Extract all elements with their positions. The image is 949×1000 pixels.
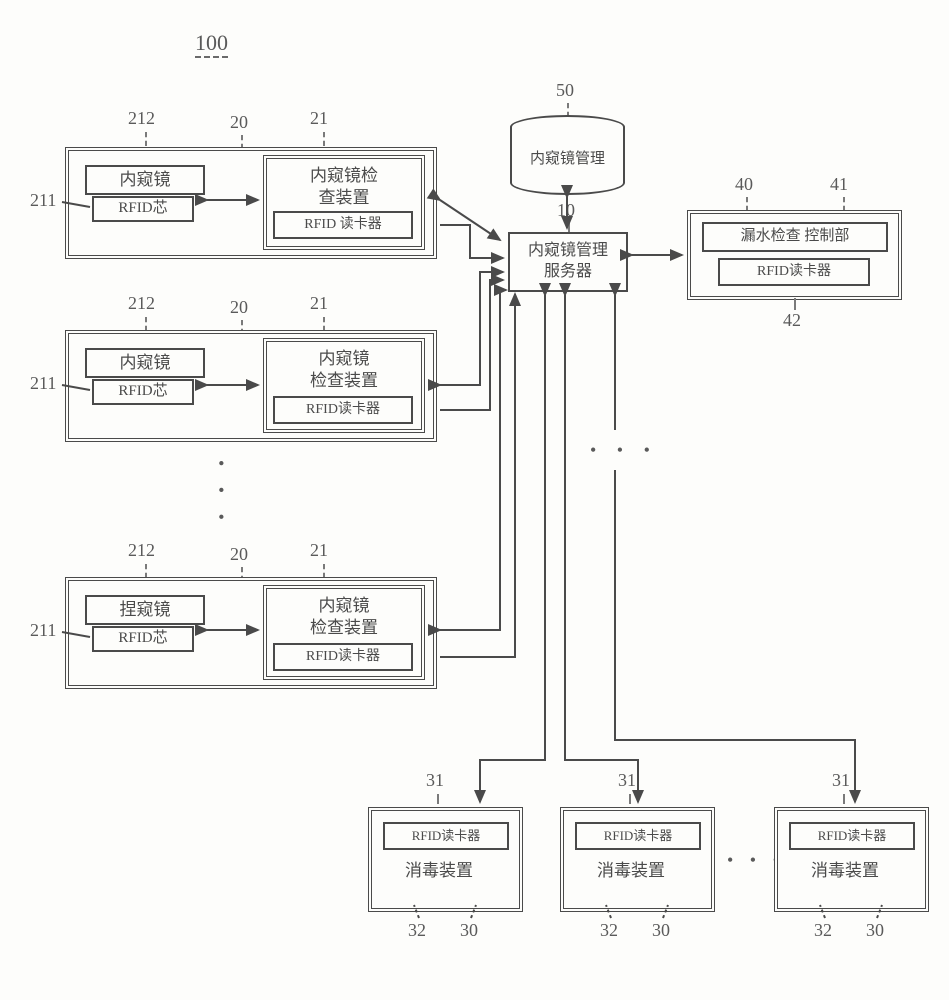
ref-31-a: 31: [426, 770, 444, 791]
ref-20-1: 20: [230, 112, 248, 133]
steril-reader-a: RFID读卡器: [383, 822, 509, 850]
ref-20-2: 20: [230, 297, 248, 318]
ref-50: 50: [556, 80, 574, 101]
ref-30-c: 30: [866, 920, 884, 941]
ref-211-1: 211: [30, 190, 56, 211]
figure-ref: 100: [195, 30, 228, 58]
ref-10: 10: [557, 200, 575, 221]
ref-40: 40: [735, 174, 753, 195]
steril-label-b: 消毒装置: [597, 860, 665, 882]
ref-32-b: 32: [600, 920, 618, 941]
rfid-reader-2: RFID读卡器: [273, 396, 413, 424]
leak-ctrl: 漏水检查 控制部: [702, 222, 888, 252]
ref-41: 41: [830, 174, 848, 195]
ref-20-3: 20: [230, 544, 248, 565]
ref-31-b: 31: [618, 770, 636, 791]
rfid-chip-2: RFID芯: [92, 379, 194, 405]
ref-32-c: 32: [814, 920, 832, 941]
ref-212-2: 212: [128, 293, 155, 314]
db-cylinder: 内窥镜管理: [510, 115, 625, 195]
ref-21-1: 21: [310, 108, 328, 129]
rfid-chip-3: RFID芯: [92, 626, 194, 652]
server: 内窥镜管理 服务器: [508, 232, 628, 292]
endoscope-3: 捏窥镜: [85, 595, 205, 625]
leak-reader: RFID读卡器: [718, 258, 870, 286]
steril-label-a: 消毒装置: [405, 860, 473, 882]
ref-30-b: 30: [652, 920, 670, 941]
rfid-reader-1: RFID 读卡器: [273, 211, 413, 239]
steril-label-c: 消毒装置: [811, 860, 879, 882]
steril-reader-c: RFID读卡器: [789, 822, 915, 850]
steril-reader-b: RFID读卡器: [575, 822, 701, 850]
ref-30-a: 30: [460, 920, 478, 941]
ref-212-1: 212: [128, 108, 155, 129]
ref-32-a: 32: [408, 920, 426, 941]
ellipsis-vert-1: • • •: [210, 460, 231, 528]
ellipsis-h-1: • • •: [590, 440, 658, 461]
endoscope-1: 内窥镜: [85, 165, 205, 195]
endoscope-2: 内窥镜: [85, 348, 205, 378]
ref-212-3: 212: [128, 540, 155, 561]
diagram-canvas: 100 212 20 21 内窥镜 RFID芯 211 内窥镜检 查装置 RFI…: [0, 0, 949, 1000]
ref-211-3: 211: [30, 620, 56, 641]
rfid-reader-3: RFID读卡器: [273, 643, 413, 671]
ref-21-3: 21: [310, 540, 328, 561]
ref-42: 42: [783, 310, 801, 331]
ref-21-2: 21: [310, 293, 328, 314]
rfid-chip-1: RFID芯: [92, 196, 194, 222]
ref-31-c: 31: [832, 770, 850, 791]
ref-211-2: 211: [30, 373, 56, 394]
